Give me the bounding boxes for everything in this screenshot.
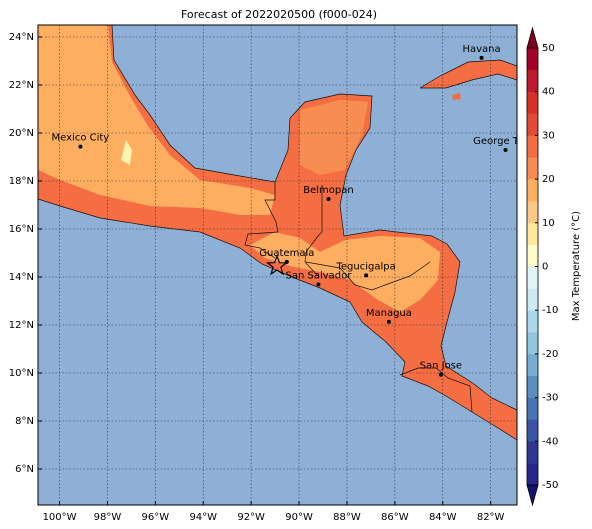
colorbar-band (527, 397, 538, 420)
cities: Mexico City Havana George Town Belmopan Guat… (52, 44, 538, 377)
land-highlands (38, 25, 275, 215)
colorbar-band (527, 48, 538, 71)
city-label: Managua (366, 308, 412, 319)
border (38, 25, 517, 441)
colorbar-band (527, 288, 538, 311)
colorbar-tick-label: -50 (542, 480, 558, 491)
x-tick-label: 100°W (43, 512, 77, 523)
y-tick-label: 22°N (9, 80, 34, 91)
colorbar-tick-label: 0 (542, 262, 548, 273)
x-tick-label: 82°W (477, 512, 505, 523)
colorbar-band (527, 222, 538, 245)
x-tick-label: 88°W (333, 512, 361, 523)
city-marker (386, 319, 391, 324)
land-highlands (250, 232, 440, 312)
city-label: Mexico City (52, 133, 110, 144)
colorbar-tick-label: -30 (542, 393, 558, 404)
y-tick-label: 14°N (9, 272, 34, 283)
colorbar-tick-label: 50 (542, 43, 555, 54)
colorbar-band (527, 266, 538, 289)
y-tick-label: 8°N (15, 416, 34, 427)
city-marker (78, 144, 83, 149)
forecast-point-star (265, 254, 289, 276)
city-label: Guatemala (259, 248, 314, 259)
border (419, 59, 517, 89)
map-area: Mexico City Havana George Town Belmopan Guat… (38, 25, 538, 505)
x-tick-label: 98°W (94, 512, 122, 523)
y-tick-label: 16°N (9, 224, 34, 235)
colorbar-band (527, 375, 538, 398)
land-peninsula (300, 100, 368, 175)
y-tick-label: 18°N (9, 176, 34, 187)
city-label: Tegucigalpa (335, 261, 395, 272)
border (304, 185, 323, 277)
island (452, 93, 461, 100)
graticule (38, 25, 517, 505)
colorbar: -50 -40 -30 -20 -10 0 10 20 30 40 50 (526, 26, 558, 507)
colorbar-band (527, 332, 538, 355)
colorbar-over (526, 26, 539, 49)
colorbar-band (527, 441, 538, 464)
colorbar-band (527, 157, 538, 180)
colorbar-tick-label: 40 (542, 87, 555, 98)
border (399, 367, 471, 387)
colorbar-band (527, 353, 538, 377)
city-label: Belmopan (303, 185, 353, 196)
city-marker (316, 282, 321, 287)
colorbar-band (527, 200, 538, 224)
y-tick-label: 6°N (15, 464, 34, 475)
land (38, 25, 517, 440)
x-tick-label: 92°W (237, 512, 265, 523)
y-tick-label: 24°N (9, 32, 34, 43)
colorbar-band (527, 179, 538, 202)
map-title: Forecast of 2022020500 (f000-024) (181, 8, 377, 21)
city-marker (438, 372, 443, 377)
colorbar-band (527, 244, 538, 267)
colorbar-band (527, 310, 538, 333)
colorbar-band (527, 419, 538, 442)
colorbar-band (527, 113, 538, 136)
city-label: Havana (462, 44, 500, 55)
city-marker (284, 259, 289, 264)
x-tick-label: 90°W (285, 512, 313, 523)
border (305, 261, 431, 291)
colorbar-band (527, 91, 538, 114)
city-label: George Town (473, 136, 538, 147)
colorbar-label: Max Temperature (°C) (571, 211, 582, 321)
colorbar-tick-label: -40 (542, 436, 558, 447)
city-marker (479, 55, 484, 60)
x-tick-label: 94°W (189, 512, 217, 523)
city-label: San Jose (420, 361, 462, 372)
city-marker (326, 197, 331, 201)
x-tick-label: 86°W (381, 512, 409, 523)
city-label: San Salvador (286, 270, 353, 281)
border (469, 385, 473, 413)
island (420, 60, 517, 88)
city-marker (503, 148, 508, 153)
colorbar-tick-label: 10 (542, 218, 555, 229)
colorbar-band (527, 135, 538, 158)
axes: 100°W 98°W 96°W 94°W 92°W 90°W 88°W 86°W 84°W 82°… (9, 32, 505, 523)
y-tick-label: 10°N (9, 368, 34, 379)
colorbar-band (527, 463, 538, 486)
colorbar-under (526, 484, 539, 507)
city-marker (364, 273, 369, 278)
land-coolspot (121, 140, 132, 165)
border (244, 182, 279, 259)
y-tick-label: 20°N (9, 128, 34, 139)
y-tick-label: 12°N (9, 320, 34, 331)
colorbar-tick-label: 20 (542, 174, 555, 185)
map-frame (37, 24, 518, 506)
colorbar-band (527, 69, 538, 92)
x-tick-label: 84°W (429, 512, 457, 523)
colorbar-tick-label: 30 (542, 130, 555, 141)
colorbar-tick-label: -20 (542, 349, 558, 360)
x-tick-label: 96°W (142, 512, 170, 523)
colorbar-tick-label: -10 (542, 305, 558, 316)
